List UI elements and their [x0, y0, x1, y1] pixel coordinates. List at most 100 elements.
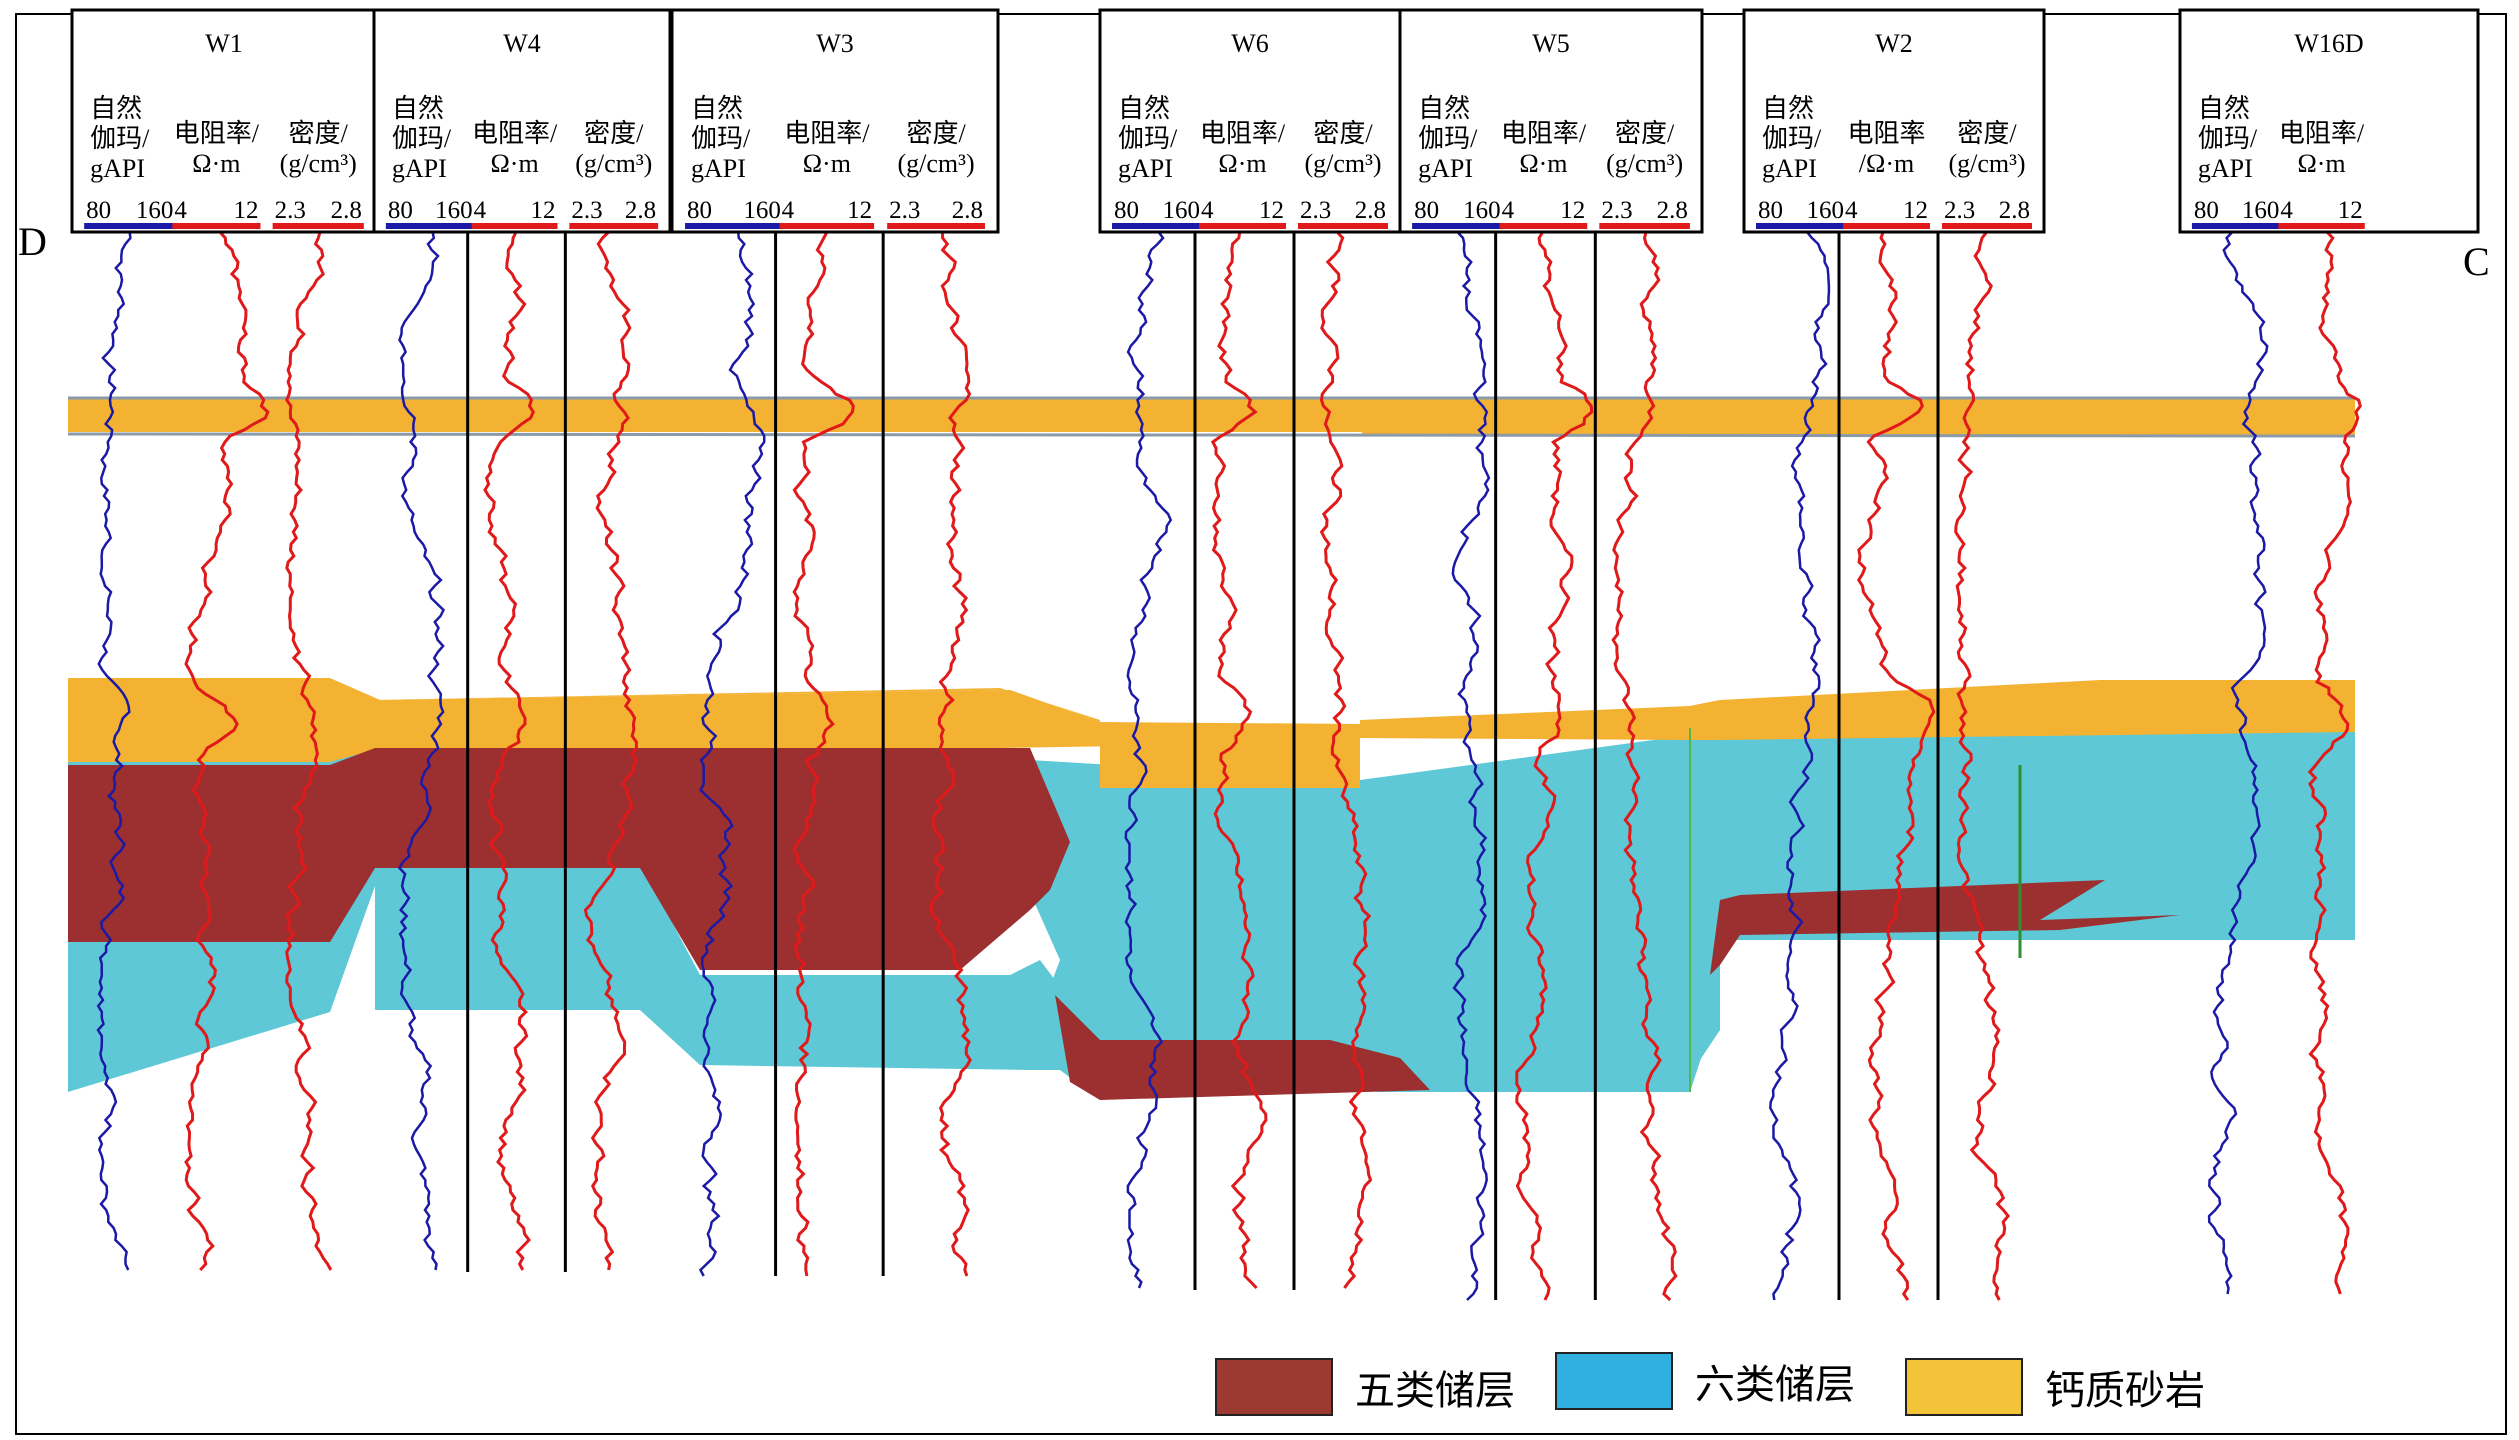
curve-scale-max: 160 — [136, 197, 174, 224]
legend: 钙质砂岩 — [1905, 1358, 2205, 1416]
curve-label: gAPI — [2198, 154, 2253, 183]
curve-label: 密度/ — [906, 119, 966, 148]
class5-reservoir — [1055, 995, 1430, 1100]
curve-label: gAPI — [90, 154, 145, 183]
curve-label: (g/cm³) — [1948, 149, 2025, 178]
curve-label: 自然 — [691, 94, 743, 123]
curve-scale-max: 12 — [847, 197, 872, 224]
resistivity-curve — [1856, 231, 1936, 1301]
section-end-right: C — [2463, 239, 2490, 284]
density-curve — [929, 231, 972, 1277]
density-curve — [583, 230, 639, 1271]
curve-scale-max: 160 — [1807, 197, 1845, 224]
well-header-box — [1742, 8, 2046, 234]
class6-reservoir — [1720, 720, 2355, 880]
legend-label-calcareous: 钙质砂岩 — [2045, 1368, 2205, 1413]
curve-label: 电阻率/ — [2279, 119, 2365, 148]
curve-label: 伽玛/ — [1762, 124, 1822, 153]
resistivity-curve — [2307, 230, 2362, 1295]
curve-label: Ω·m — [490, 149, 538, 178]
layer-group — [67, 396, 2356, 1100]
curve-label: 电阻率/ — [472, 119, 558, 148]
gamma-ray-curve — [96, 231, 132, 1271]
calcareous-band-middle — [68, 678, 380, 762]
curve-scale-max: 160 — [435, 197, 473, 224]
curve-label: (g/cm³) — [1606, 149, 1683, 178]
section-end-left: D — [18, 219, 47, 264]
well-header-box — [372, 8, 672, 234]
curve-scale-max: 12 — [233, 197, 258, 224]
curve-label: 自然 — [1118, 94, 1170, 123]
legend-swatch-calcareous — [1905, 1358, 2023, 1416]
curve-label: gAPI — [691, 154, 746, 183]
calcareous-band-upper — [68, 398, 1362, 432]
density-curve — [1319, 230, 1373, 1289]
curve-label: 密度/ — [584, 119, 644, 148]
layer-boundary — [67, 432, 2356, 438]
curve-scale-max: 2.8 — [1657, 197, 1688, 224]
legend-swatch-class5 — [1215, 1358, 1333, 1416]
curve-scale-max: 2.8 — [1999, 197, 2030, 224]
curve-scale-max: 160 — [1463, 197, 1501, 224]
resistivity-curve — [792, 231, 855, 1277]
curve-label: Ω·m — [2297, 149, 2345, 178]
curve-scale-min: 2.3 — [1944, 197, 1975, 224]
legend-label-class6: 六类储层 — [1695, 1362, 1855, 1407]
well-name: W2 — [1875, 29, 1913, 58]
curve-scale-max: 2.8 — [331, 197, 362, 224]
curve-label: 电阻率/ — [1200, 119, 1286, 148]
curve-label: 自然 — [90, 94, 142, 123]
curve-scale-min: 80 — [1114, 197, 1139, 224]
curve-label: 自然 — [1418, 94, 1470, 123]
resistivity-curve — [483, 231, 535, 1271]
well-header-box — [70, 8, 378, 234]
legend: 六类储层 — [1555, 1352, 1855, 1410]
curve-scale-min: 80 — [1414, 197, 1439, 224]
curve-label: gAPI — [1762, 154, 1817, 183]
gamma-ray-curve — [397, 231, 446, 1271]
curve-scale-max: 2.8 — [625, 197, 656, 224]
gamma-ray-curve — [698, 231, 766, 1277]
curve-scale-max: 2.8 — [1355, 197, 1386, 224]
well-header-box — [1098, 8, 1402, 234]
curve-label: 密度/ — [1615, 119, 1675, 148]
calcareous-band-upper — [1362, 398, 2355, 436]
curve-scale-min: 2.3 — [1300, 197, 1331, 224]
class5-reservoir — [1710, 880, 2180, 975]
curve-label: 伽玛/ — [691, 124, 751, 153]
curve-scale-min: 80 — [1758, 197, 1783, 224]
curve-scale-min: 4 — [1845, 197, 1858, 224]
curve-scale-min: 4 — [1201, 197, 1214, 224]
curve-scale-min: 4 — [1502, 197, 1515, 224]
curve-scale-min: 2.3 — [571, 197, 602, 224]
curve-label: 伽玛/ — [392, 124, 452, 153]
calcareous-band-middle — [375, 690, 1360, 788]
curve-group — [96, 230, 2362, 1302]
curve-scale-min: 2.3 — [275, 197, 306, 224]
density-curve — [1611, 231, 1678, 1302]
curve-scale-max: 12 — [1903, 197, 1928, 224]
curve-scale-max: 2.8 — [952, 197, 983, 224]
curve-label: (g/cm³) — [280, 149, 357, 178]
curve-scale-min: 4 — [782, 197, 795, 224]
well-name: W5 — [1532, 29, 1570, 58]
legend: 五类储层 — [1215, 1358, 1515, 1416]
curve-scale-min: 2.3 — [889, 197, 920, 224]
curve-label: 电阻率/ — [1501, 119, 1587, 148]
legend-swatch-class6 — [1555, 1352, 1673, 1410]
curve-label: /Ω·m — [1859, 149, 1914, 178]
curve-label: Ω·m — [803, 149, 851, 178]
curve-label: gAPI — [1418, 154, 1473, 183]
well-name: W6 — [1231, 29, 1269, 58]
gamma-ray-curve — [1124, 231, 1173, 1289]
gamma-ray-curve — [1451, 231, 1491, 1301]
class5-reservoir — [68, 748, 1070, 970]
